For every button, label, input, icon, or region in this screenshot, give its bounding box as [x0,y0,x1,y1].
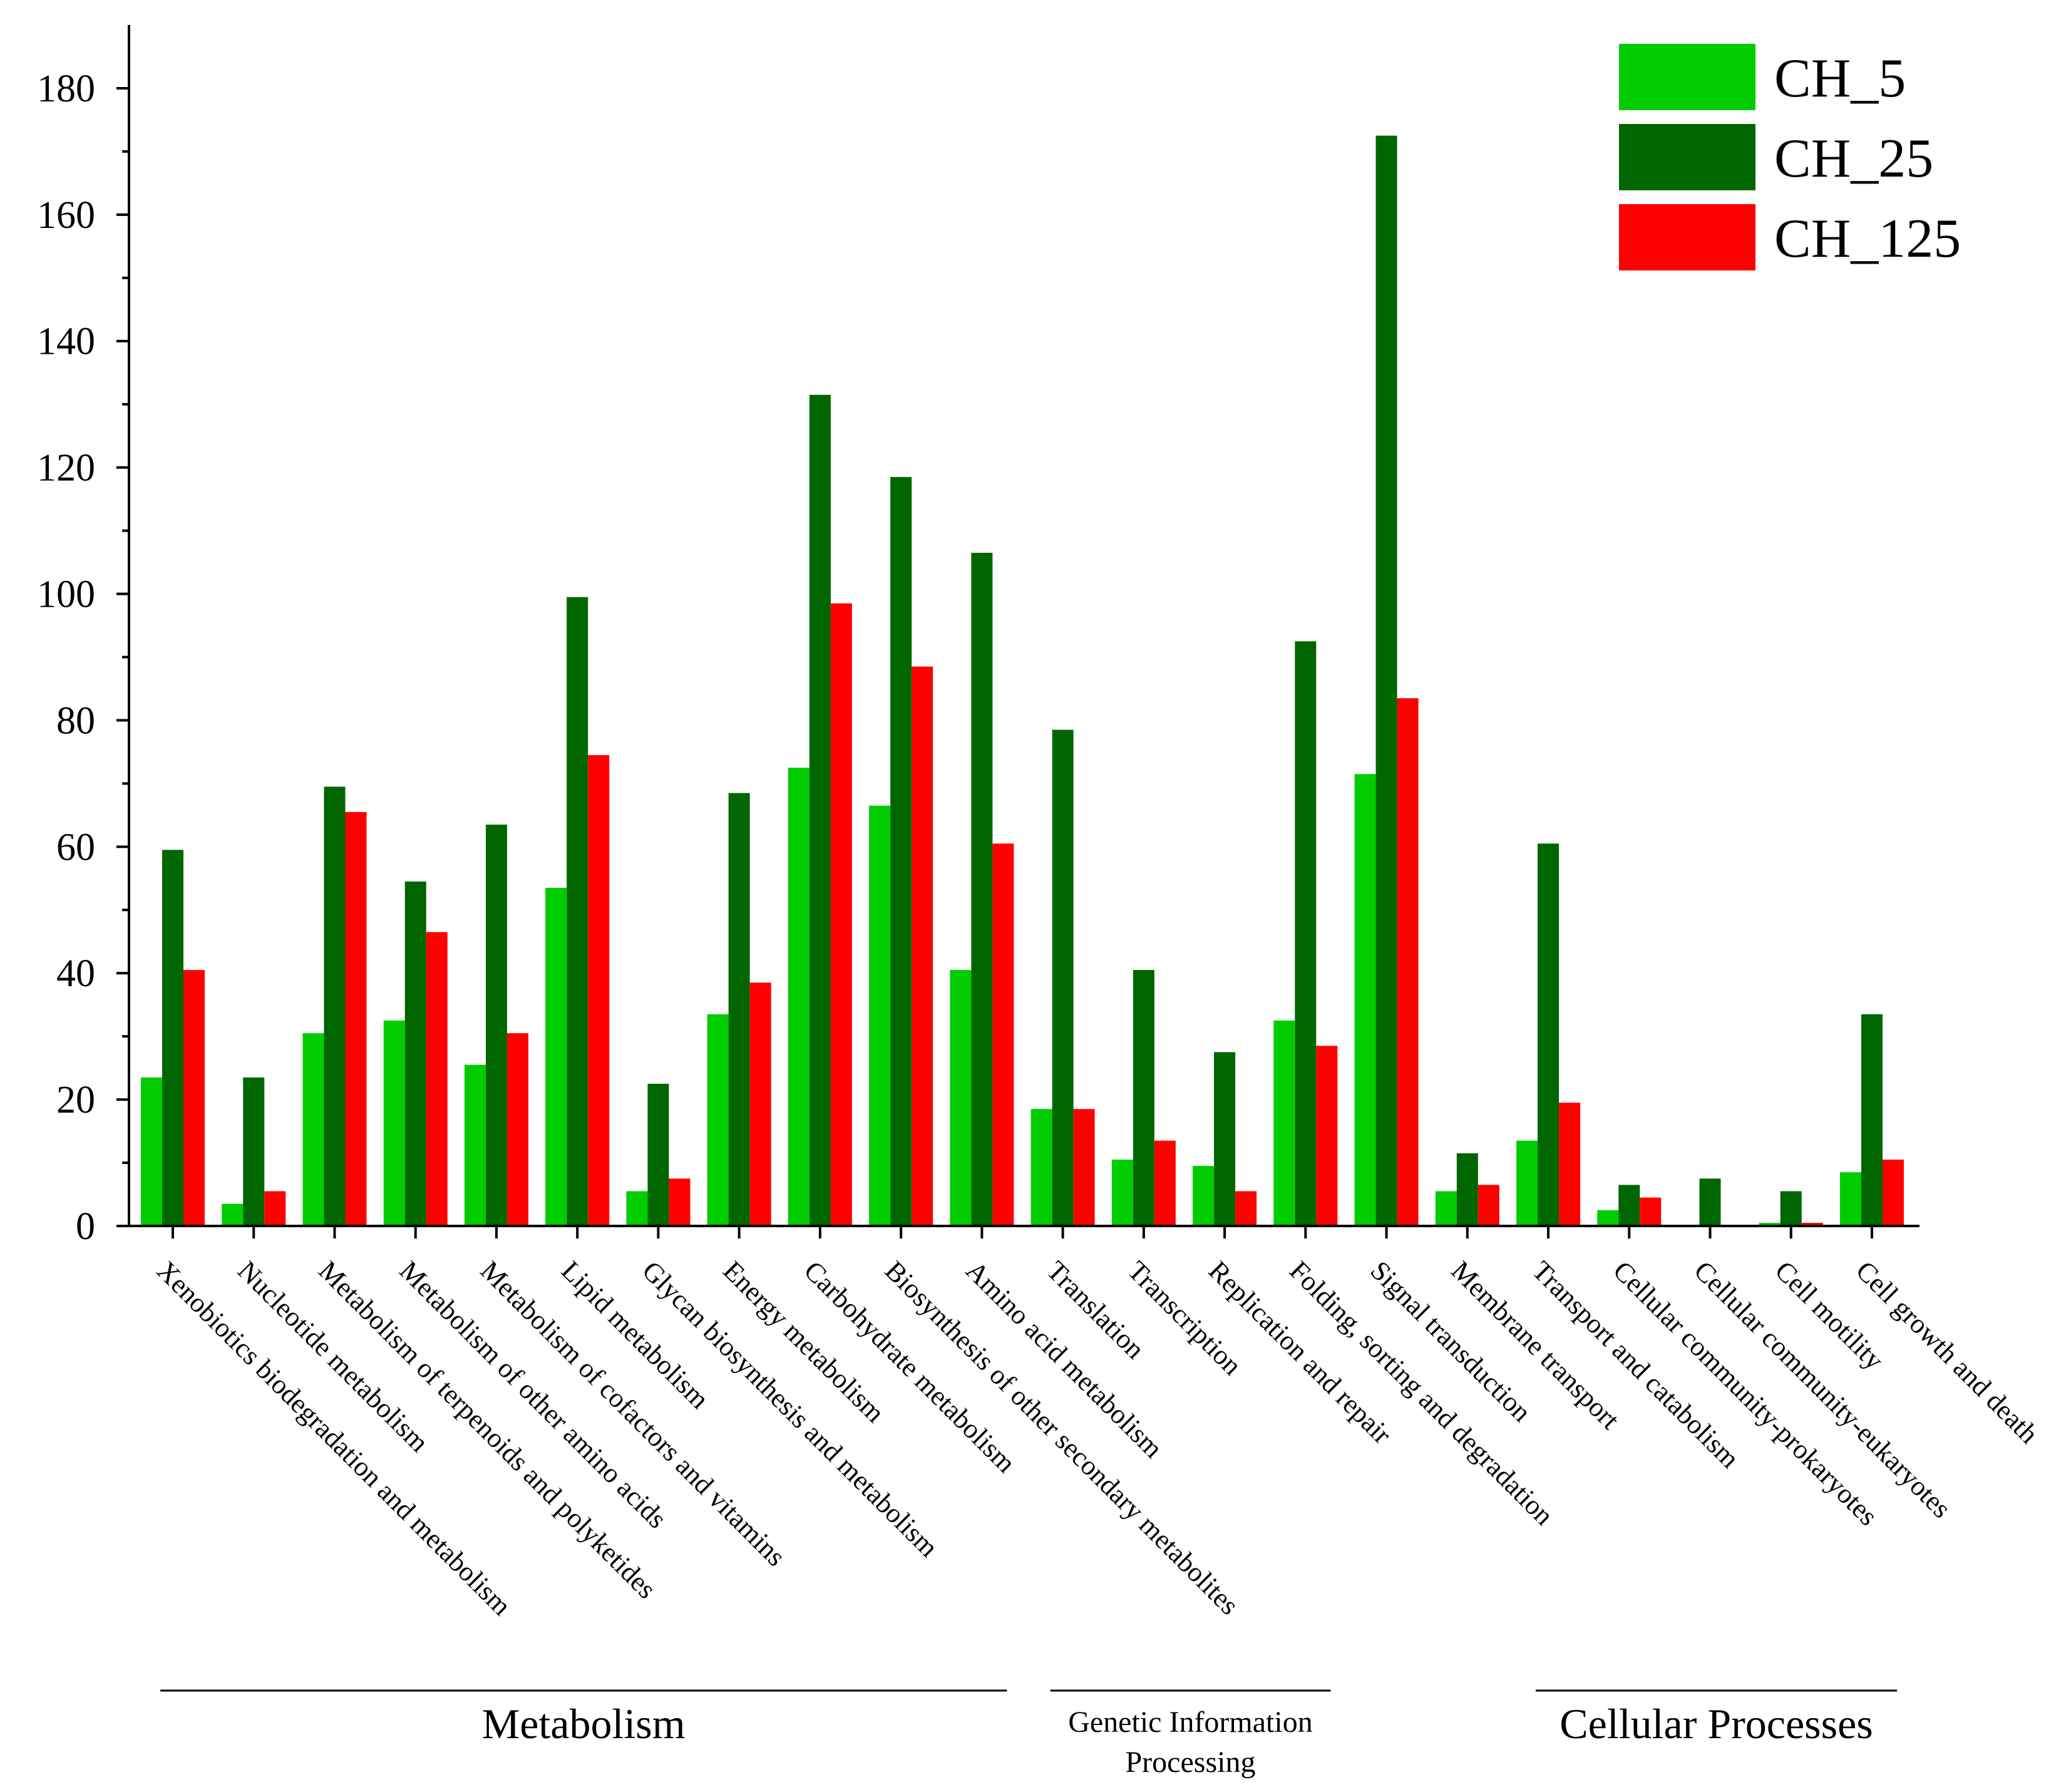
bar-ch-125-nucleotide-metabolism [264,1191,286,1226]
bar-ch-25-transport-and-catabolism [1538,843,1560,1226]
bar-ch-5-translation [1030,1109,1052,1226]
bar-ch-5-metabolism-of-cofactors-and-vitamins [464,1064,486,1226]
group-label-genetic-information-processing-line-1: Genetic Information [1068,1706,1313,1739]
bar-ch-5-cell-growth-and-death [1840,1172,1861,1226]
bar-ch-5-metabolism-of-terpenoids-and-polyketides [302,1033,324,1226]
legend: CH_5 CH_25 CH_125 [1619,44,1961,270]
bar-ch-125-cell-motility [1801,1222,1823,1226]
category-label-glycan-biosynthesis-and-metabolism: Glycan biosynthesis and metabolism [636,1255,944,1563]
bar-ch-5-glycan-biosynthesis-and-metabolism [626,1191,648,1226]
bar-ch-5-lipid-metabolism [545,887,567,1226]
bar-ch-125-signal-transduction [1397,698,1419,1226]
y-tick-label-100: 100 [37,574,95,616]
bar-ch-5-folding-sorting-and-degradation [1273,1020,1295,1226]
y-tick-label-20: 20 [56,1079,95,1121]
bar-ch-25-energy-metabolism [728,793,750,1226]
y-tick-label-180: 180 [37,68,95,110]
bars-layer [141,135,1904,1226]
bar-ch-125-energy-metabolism [749,982,771,1226]
bar-ch-125-cellular-community-prokaryotes [1640,1197,1662,1226]
bar-ch-5-transport-and-catabolism [1516,1140,1538,1226]
legend-label-ch-125: CH_125 [1774,209,1961,269]
bar-ch-125-translation [1073,1109,1095,1226]
bar-ch-125-lipid-metabolism [588,754,610,1226]
y-ticks-layer: 0 20 40 60 80 100 120 140 160 180 [37,68,129,1248]
bar-ch-25-cell-growth-and-death [1861,1014,1883,1226]
bar-ch-125-carbohydrate-metabolism [830,603,852,1226]
bar-ch-25-glycan-biosynthesis-and-metabolism [647,1083,669,1226]
bar-ch-25-nucleotide-metabolism [243,1077,265,1226]
y-tick-label-0: 0 [76,1205,95,1248]
bar-ch-5-nucleotide-metabolism [222,1203,244,1226]
category-label-lipid-metabolism: Lipid metabolism [555,1255,715,1414]
bar-ch-125-glycan-biosynthesis-and-metabolism [669,1178,691,1226]
category-labels-layer: Xenobiotics biodegradation and metabolis… [151,1255,2044,1621]
bar-ch-125-membrane-transport [1478,1185,1499,1226]
bar-ch-125-transport-and-catabolism [1559,1103,1581,1226]
bar-ch-125-biosynthesis-of-other-secondary-metabolites [912,666,933,1226]
bar-ch-5-xenobiotics-biodegradation-and-metabolism [141,1077,162,1226]
bar-ch-5-membrane-transport [1435,1191,1457,1226]
bar-ch-125-metabolism-of-cofactors-and-vitamins [506,1033,528,1226]
bar-ch-125-metabolism-of-terpenoids-and-polyketides [345,811,367,1226]
bar-ch-5-cellular-community-prokaryotes [1597,1210,1619,1226]
bar-ch-25-lipid-metabolism [567,597,588,1226]
group-labels-layer: Metabolism Genetic Information Processing C… [160,1689,1897,1779]
bar-ch-125-metabolism-of-other-amino-acids [426,932,448,1226]
bar-ch-25-amino-acid-metabolism [971,552,993,1226]
bar-ch-5-amino-acid-metabolism [950,970,972,1226]
bar-ch-5-signal-transduction [1354,774,1376,1226]
bar-ch-25-metabolism-of-terpenoids-and-polyketides [324,786,346,1226]
bar-ch-5-replication-and-repair [1193,1166,1215,1226]
axes-layer [128,25,1920,1238]
bar-ch-25-transcription [1133,970,1154,1226]
legend-swatch-ch-5 [1619,44,1755,110]
bar-ch-5-metabolism-of-other-amino-acids [383,1020,405,1226]
bar-ch-5-energy-metabolism [707,1014,729,1226]
bar-ch-5-carbohydrate-metabolism [788,768,809,1226]
bar-ch-5-transcription [1111,1160,1133,1226]
bar-ch-125-replication-and-repair [1235,1191,1257,1226]
legend-swatch-ch-125 [1619,204,1755,270]
group-label-genetic-information-processing-line-2: Processing [1125,1746,1255,1779]
y-tick-label-60: 60 [56,826,95,868]
bar-ch-25-folding-sorting-and-degradation [1295,641,1317,1226]
bar-ch-25-cell-motility [1780,1191,1802,1226]
bar-ch-5-biosynthesis-of-other-secondary-metabolites [869,805,891,1226]
legend-label-ch-5: CH_5 [1774,48,1906,109]
y-tick-label-80: 80 [56,699,95,742]
bar-ch-25-carbohydrate-metabolism [809,394,831,1226]
bar-ch-125-xenobiotics-biodegradation-and-metabolism [183,970,205,1226]
bar-ch-25-metabolism-of-other-amino-acids [404,881,426,1226]
bar-ch-125-amino-acid-metabolism [992,843,1014,1226]
bar-ch-25-translation [1052,729,1074,1226]
legend-label-ch-25: CH_25 [1774,128,1933,189]
bar-ch-25-membrane-transport [1456,1153,1478,1226]
bar-ch-25-metabolism-of-cofactors-and-vitamins [485,824,507,1226]
bar-ch-25-cellular-community-eukaryotes [1699,1178,1721,1226]
bar-ch-25-xenobiotics-biodegradation-and-metabolism [162,850,183,1226]
y-tick-label-120: 120 [37,447,95,490]
bar-ch-125-cell-growth-and-death [1883,1160,1904,1226]
y-tick-label-160: 160 [37,194,95,237]
bar-ch-125-folding-sorting-and-degradation [1316,1046,1338,1226]
bar-ch-25-cellular-community-prokaryotes [1618,1185,1640,1226]
bar-ch-25-replication-and-repair [1214,1052,1236,1226]
bar-ch-125-transcription [1154,1140,1176,1226]
group-label-cellular-processes: Cellular Processes [1560,1700,1873,1748]
bar-ch-5-cell-motility [1759,1222,1781,1226]
y-tick-label-140: 140 [37,321,95,363]
y-tick-label-40: 40 [56,952,95,995]
bar-ch-25-signal-transduction [1375,135,1397,1226]
group-label-metabolism: Metabolism [482,1700,686,1748]
bar-ch-25-biosynthesis-of-other-secondary-metabolites [890,476,912,1226]
legend-swatch-ch-25 [1619,124,1755,190]
